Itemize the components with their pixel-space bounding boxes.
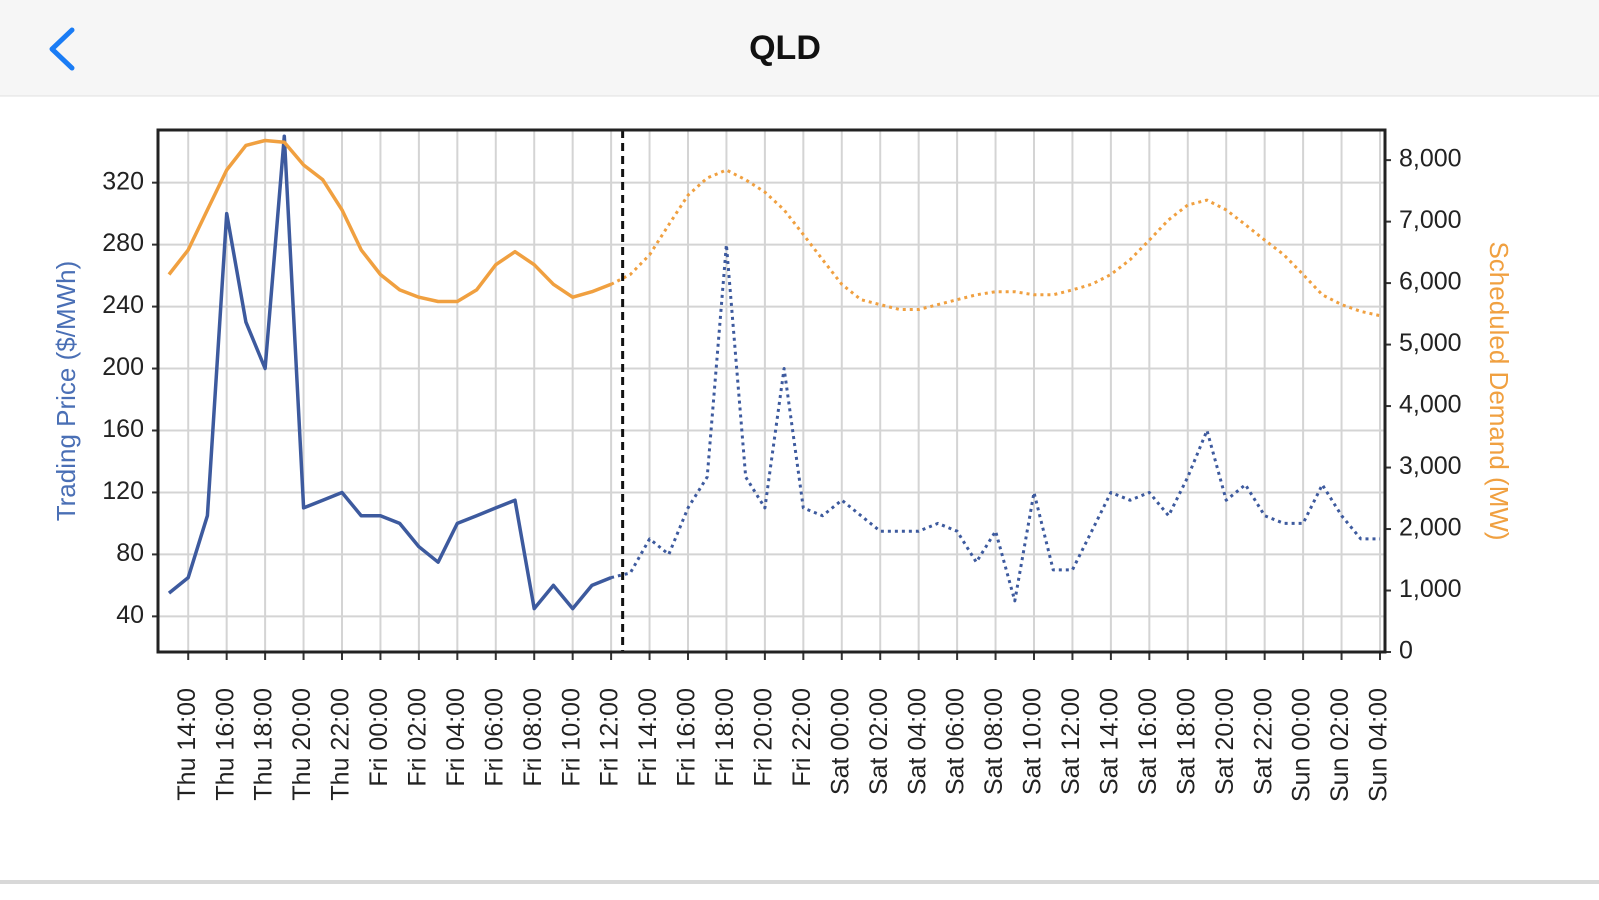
- x-tick-label: Sat 08:00: [980, 688, 1008, 795]
- x-tick-label: Thu 18:00: [250, 688, 278, 801]
- x-tick-label: Fri 20:00: [749, 688, 777, 787]
- x-tick-label: Sat 04:00: [903, 688, 931, 795]
- x-tick-label: Sat 02:00: [865, 688, 893, 795]
- plot-frame: [156, 128, 1387, 654]
- x-tick-label: Fri 18:00: [711, 688, 739, 787]
- y2-tick-label: 1,000: [1399, 575, 1462, 603]
- y-tick-label: 160: [102, 415, 144, 443]
- x-tick-label: Fri 16:00: [673, 688, 701, 787]
- y-tick-label: 120: [102, 477, 144, 505]
- y-tick-label: 40: [116, 601, 144, 629]
- y-axis-title: Trading Price ($/MWh): [51, 261, 81, 522]
- series-line: [167, 134, 612, 611]
- x-tick-label: Sun 02:00: [1326, 688, 1354, 802]
- series-line: [167, 138, 612, 304]
- x-tick-label: Sat 16:00: [1134, 688, 1162, 795]
- y2-tick-label: 0: [1399, 637, 1413, 665]
- y2-tick-label: 2,000: [1399, 514, 1462, 542]
- x-tick-label: Fri 10:00: [557, 688, 585, 787]
- nav-title: QLD: [749, 29, 821, 67]
- y2-tick-label: 4,000: [1399, 391, 1462, 419]
- x-tick-label: Sat 06:00: [942, 688, 970, 795]
- y2-tick-label: 6,000: [1399, 268, 1462, 296]
- x-tick-label: Sat 14:00: [1095, 688, 1123, 795]
- x-tick-label: Sat 20:00: [1211, 688, 1239, 795]
- x-tick-label: Fri 14:00: [634, 688, 662, 787]
- y2-tick-label: 5,000: [1399, 329, 1462, 357]
- series-line: [610, 168, 1381, 318]
- x-tick-label: Fri 02:00: [403, 688, 431, 787]
- back-button[interactable]: [49, 27, 75, 71]
- y-tick-label: 240: [102, 291, 144, 319]
- x-tick-label: Fri 04:00: [442, 688, 470, 787]
- x-tick-label: Sun 00:00: [1288, 688, 1316, 802]
- y2-tick-label: 3,000: [1399, 452, 1462, 480]
- y2-axis-title: Scheduled Demand (MW): [1484, 241, 1514, 540]
- x-tick-label: Sat 22:00: [1249, 688, 1277, 795]
- x-tick-label: Sat 00:00: [826, 688, 854, 795]
- x-tick-label: Thu 22:00: [327, 688, 355, 801]
- y-tick-label: 280: [102, 229, 144, 257]
- x-tick-label: Sat 12:00: [1057, 688, 1085, 795]
- plot-background: [158, 130, 1385, 652]
- y-tick-label: 200: [102, 353, 144, 381]
- nav-bar: [0, 0, 1599, 96]
- y-tick-label: 320: [102, 167, 144, 195]
- x-tick-label: Fri 00:00: [365, 688, 393, 787]
- x-tick-label: Sun 04:00: [1365, 688, 1393, 802]
- x-tick-label: Sat 18:00: [1172, 688, 1200, 795]
- x-tick-label: Fri 12:00: [596, 688, 624, 787]
- x-tick-label: Sat 10:00: [1019, 688, 1047, 795]
- x-tick-label: Fri 08:00: [519, 688, 547, 787]
- y-tick-label: 80: [116, 539, 144, 567]
- y2-tick-label: 7,000: [1399, 206, 1462, 234]
- chart: Thu 14:00 Thu 16:00 Thu 18:00 Thu 20:00 Thu …: [51, 128, 1514, 802]
- x-tick-label: Thu 14:00: [173, 688, 201, 801]
- x-tick-label: Thu 20:00: [288, 688, 316, 801]
- x-tick-label: Fri 22:00: [788, 688, 816, 787]
- y2-tick-label: 8,000: [1399, 145, 1462, 173]
- x-tick-label: Fri 06:00: [480, 688, 508, 787]
- x-tick-label: Thu 16:00: [211, 688, 239, 801]
